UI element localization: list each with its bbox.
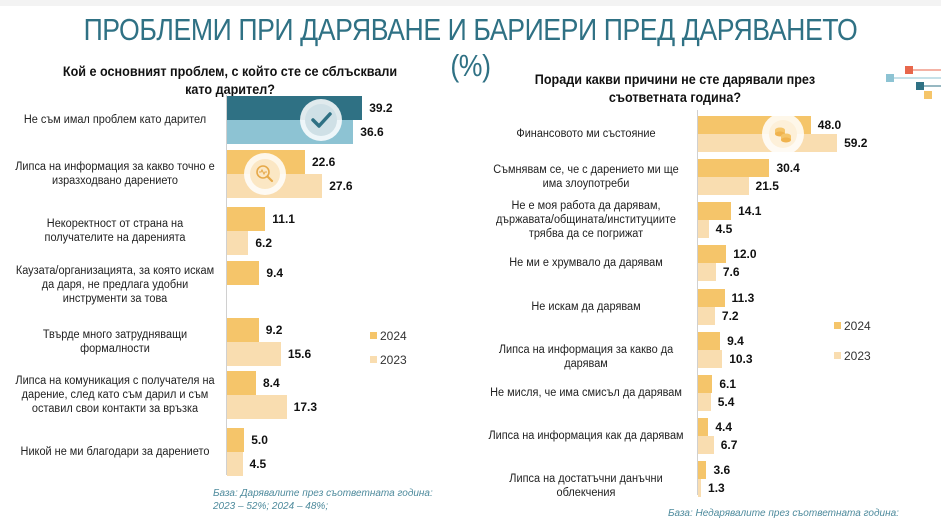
legend-swatch-2023 xyxy=(370,356,377,363)
bar-2023 xyxy=(698,350,723,368)
category-label: Не е моя работа да дарявам, държавата/об… xyxy=(496,200,676,240)
bar-2024 xyxy=(698,418,709,436)
value-label-2023: 15.6 xyxy=(287,347,312,361)
legend-2024-right: 2024 xyxy=(834,319,871,333)
bar-2024 xyxy=(227,207,266,231)
category-label: Липса на информация за какво точно е изр… xyxy=(15,161,215,187)
bar-2024 xyxy=(227,96,363,120)
value-label-2024: 39.2 xyxy=(369,101,393,115)
value-label-2024: 22.6 xyxy=(311,155,336,169)
category-label: Липса на информация как да дарявам xyxy=(488,430,684,442)
bar-2023 xyxy=(698,479,702,497)
value-label-2023: 1.3 xyxy=(708,481,725,495)
value-label-2023: 21.5 xyxy=(755,179,779,193)
chart-axis xyxy=(226,95,227,475)
value-label-2024: 4.4 xyxy=(715,420,733,434)
category-label: Липса на информация за какво да дарявам xyxy=(498,344,674,370)
value-label-2023: 4.5 xyxy=(249,457,267,471)
left-chart-title: Кой е основният проблем, с който сте се … xyxy=(62,63,398,97)
legend-2023-left: 2023 xyxy=(370,353,407,367)
value-label-2023: 7.2 xyxy=(721,309,739,323)
value-label-2024: 3.6 xyxy=(713,463,731,477)
value-label-2024: 48.0 xyxy=(817,118,842,132)
bar-2024 xyxy=(698,332,721,350)
category-label: Липса на комуникация с получателя на дар… xyxy=(15,375,215,415)
checkmark-icon xyxy=(300,99,342,141)
left-base-note: База: Дарявалите през съответната година… xyxy=(213,488,433,512)
value-label-2023: 17.3 xyxy=(293,400,318,414)
bar-2024 xyxy=(227,261,260,285)
bar-2023 xyxy=(698,436,714,454)
value-label-2023: 59.2 xyxy=(844,136,868,150)
category-label: Съмнявам се, че с дарението ми ще има зл… xyxy=(493,164,679,190)
right-base-note: База: Недарявалите през съответната годи… xyxy=(668,508,899,519)
value-label-2024: 12.0 xyxy=(733,247,757,261)
coins-icon xyxy=(762,113,804,155)
value-label-2023: 4.5 xyxy=(715,222,733,236)
value-label-2023: 5.4 xyxy=(717,395,735,409)
bar-2024 xyxy=(227,428,245,452)
value-label-2024: 14.1 xyxy=(738,204,762,218)
bar-2024 xyxy=(227,318,259,342)
page-title: ПРОБЛЕМИ ПРИ ДАРЯВАНЕ И БАРИЕРИ ПРЕД ДАР… xyxy=(83,12,858,83)
value-label-2023: 10.3 xyxy=(729,352,753,366)
category-label: Твърде много затрудняващи формалности xyxy=(42,329,188,355)
category-label: Не съм имал проблем като дарител xyxy=(23,114,207,126)
bar-2023 xyxy=(227,452,243,476)
bar-2023 xyxy=(698,393,711,411)
value-label-2024: 30.4 xyxy=(776,161,800,175)
category-label: Никой не ми благодари за дарението xyxy=(20,446,210,458)
value-label-2023: 6.7 xyxy=(720,438,738,452)
category-label: Каузата/организацията, за която искам да… xyxy=(15,265,215,305)
legend-2024-left: 2024 xyxy=(370,329,407,343)
bar-2024 xyxy=(227,371,256,395)
value-label-2023: 36.6 xyxy=(360,125,384,139)
bar-2023 xyxy=(698,263,716,281)
bar-2023 xyxy=(227,342,281,366)
value-label-2024: 11.1 xyxy=(272,212,295,226)
bar-2024 xyxy=(698,375,713,393)
bar-2023 xyxy=(698,177,749,195)
value-label-2023: 7.6 xyxy=(722,265,740,279)
chart-axis xyxy=(697,110,698,495)
category-label: Не искам да дарявам xyxy=(531,301,641,313)
legend-2023-right: 2023 xyxy=(834,349,871,363)
decorative-lines-icon xyxy=(880,62,941,102)
value-label-2024: 9.4 xyxy=(727,334,744,348)
value-label-2023: 6.2 xyxy=(255,236,273,250)
category-label: Некоректност от страна на получателите н… xyxy=(44,218,186,244)
category-label: Не ми е хрумвало да дарявам xyxy=(509,257,663,269)
category-label: Липса на достатъчни данъчни облекчения xyxy=(509,473,663,499)
right-chart-title: Поради какви причини не сте дарявали пре… xyxy=(534,71,816,105)
bar-2024 xyxy=(698,461,707,479)
bar-2023 xyxy=(698,307,715,325)
bar-2024 xyxy=(698,289,725,307)
magnifier-pulse-icon xyxy=(244,153,286,195)
bar-2024 xyxy=(698,202,732,220)
legend-swatch-2024 xyxy=(370,332,377,339)
value-label-2023: 27.6 xyxy=(329,179,353,193)
bar-2023 xyxy=(227,395,287,419)
bar-2024 xyxy=(698,159,770,177)
bar-2024 xyxy=(698,245,727,263)
bar-2023 xyxy=(227,231,249,255)
legend-swatch-2023 xyxy=(834,352,841,359)
value-label-2024: 11.3 xyxy=(731,291,755,305)
top-divider xyxy=(0,0,941,6)
value-label-2024: 9.4 xyxy=(266,266,284,280)
value-label-2024: 9.2 xyxy=(265,323,283,337)
value-label-2024: 5.0 xyxy=(251,433,268,447)
bar-2023 xyxy=(698,220,709,238)
category-label: Финансовото ми състояние xyxy=(516,128,656,140)
value-label-2024: 6.1 xyxy=(719,377,737,391)
legend-swatch-2024 xyxy=(834,322,841,329)
category-label: Не мисля, че има смисъл да дарявам xyxy=(490,387,682,399)
value-label-2024: 8.4 xyxy=(262,376,280,390)
